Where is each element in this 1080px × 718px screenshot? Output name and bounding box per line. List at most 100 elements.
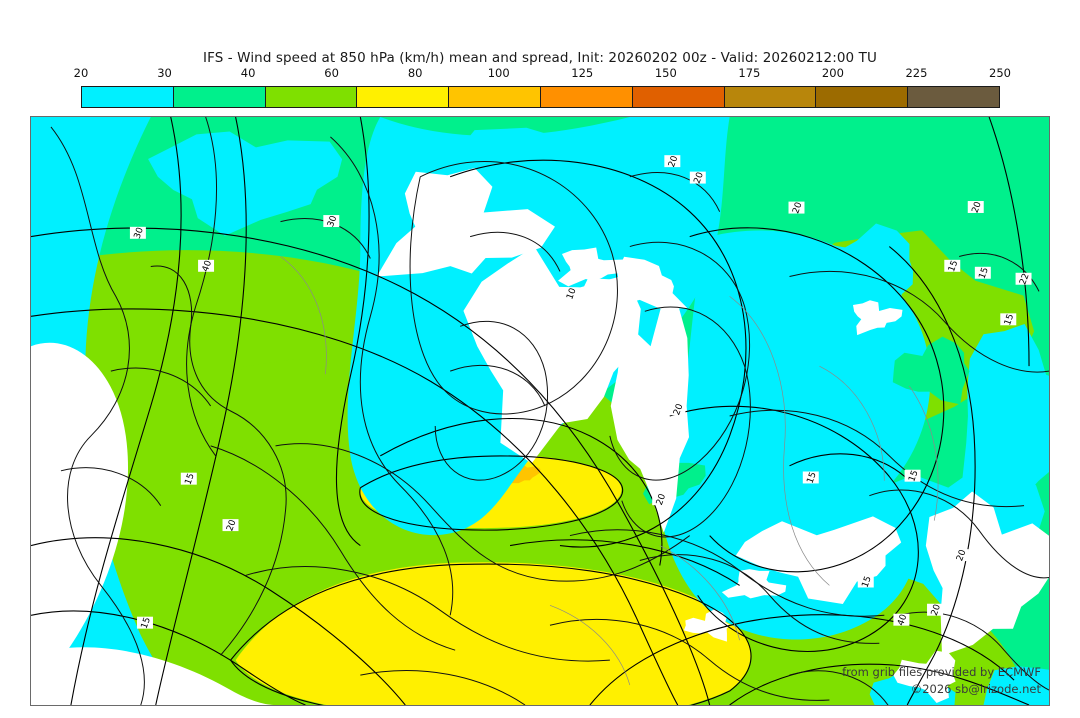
terrain-mask-east-range2 — [893, 650, 956, 704]
terrain-mask-east-range — [925, 491, 1049, 656]
coastline-20 — [110, 367, 212, 407]
colorbar-tick-250: 250 — [989, 66, 1011, 80]
contour-line-0 — [31, 227, 711, 705]
contour-label-30-2: 30 — [326, 214, 339, 228]
colorbar-tick-125: 125 — [571, 66, 594, 80]
colorbar-tick-150: 150 — [654, 66, 677, 80]
colorbar-segment-5 — [540, 87, 633, 107]
coastline-4 — [409, 160, 618, 415]
contour-label-bg-8 — [967, 201, 984, 213]
contour-line-8 — [669, 405, 919, 653]
colorbar-segment-2 — [265, 87, 358, 107]
contour-label-20-8: 20 — [970, 200, 983, 214]
contour-label-bg-13 — [180, 472, 197, 485]
coastline-25 — [789, 670, 889, 705]
colorbar-tick-175: 175 — [738, 66, 761, 80]
contour-label-bg-15 — [802, 471, 819, 484]
contour-label-bg-16 — [669, 403, 686, 416]
field-below-20-sw — [31, 342, 129, 705]
colorbar-gradient — [81, 86, 1000, 108]
colorbar-segment-7 — [724, 87, 817, 107]
field-green-island-2 — [892, 336, 970, 405]
contour-label-20-4: 20 — [693, 171, 706, 185]
coastline-7 — [621, 306, 751, 538]
admin-border-0 — [729, 296, 830, 586]
contour-label-bg-5 — [562, 287, 579, 300]
coastline-23 — [629, 172, 721, 212]
contour-label-40-1: 40 — [201, 259, 214, 273]
contour-line-17 — [509, 539, 740, 586]
contour-label-bg-14 — [652, 493, 669, 506]
contour-label-15-15: 15 — [806, 471, 819, 485]
admin-border-2 — [659, 545, 740, 641]
colorbar-segment-8 — [816, 87, 909, 107]
terrain-mask-svalbard — [584, 256, 688, 310]
contour-label-20-18: 20 — [955, 548, 968, 562]
contour-label-bg-4 — [689, 171, 706, 184]
admin-border-4 — [280, 256, 327, 375]
coastline-21 — [60, 467, 162, 506]
contour-labels: 30 40 30 20 20 10 15 20 20 15 22 15 20 15 20 15 20 15 20 20… — [129, 154, 1032, 630]
map-canvas: 30 40 30 20 20 10 15 20 20 15 22 15 20 15 20 15 20 15 20 20… — [31, 117, 1049, 705]
contour-label-bg-9 — [944, 259, 961, 272]
page-title: IFS - Wind speed at 850 hPa (km/h) mean … — [203, 50, 877, 66]
contour-label-40-21: 40 — [896, 613, 909, 627]
contour-label-20-19: 20 — [930, 603, 943, 617]
admin-border-3 — [908, 385, 939, 521]
colorbar-tick-80: 80 — [407, 66, 423, 80]
contour-line-10 — [988, 117, 1030, 367]
coastline-11 — [450, 364, 546, 407]
terrain-mask-islands — [558, 247, 630, 287]
contour-line-1 — [31, 308, 679, 705]
contour-label-15-11: 15 — [1003, 313, 1016, 327]
contour-label-bg-18 — [952, 549, 969, 562]
colorbar-segment-0 — [82, 87, 174, 107]
contour-line-12 — [31, 610, 306, 705]
contour-label-bg-19 — [927, 603, 944, 616]
contour-label-15-20: 15 — [861, 575, 874, 589]
field-below-20-south — [31, 647, 281, 705]
contour-line-5 — [380, 418, 663, 566]
coastline-8 — [275, 443, 691, 582]
weather-map[interactable]: 30 40 30 20 20 10 15 20 20 15 22 15 20 15 20 15 20 15 20 20… — [30, 116, 1050, 706]
coastline-0 — [50, 126, 145, 705]
contour-label-bg-1 — [198, 259, 215, 272]
coastline-6 — [609, 241, 751, 481]
coastline-14 — [729, 409, 1025, 508]
coastline-15 — [789, 271, 1049, 373]
colorbar-tick-225: 225 — [905, 66, 928, 80]
coastline-19 — [360, 670, 526, 705]
contour-label-15-22: 15 — [140, 616, 153, 630]
colorbar-tick-20: 20 — [73, 66, 89, 80]
coastline-1 — [150, 265, 287, 656]
coastline-18 — [549, 619, 830, 701]
colorbar-segment-9 — [908, 87, 999, 107]
coastline-5 — [434, 320, 549, 481]
admin-border-5 — [549, 605, 631, 686]
contour-line-18 — [789, 453, 910, 482]
contour-label-30-0: 30 — [133, 226, 146, 240]
terrain-mask-alps — [735, 516, 902, 605]
colorbar-tick-40: 40 — [240, 66, 256, 80]
contour-line-13 — [230, 563, 752, 705]
coastline-10 — [245, 566, 610, 662]
contour-line-4 — [335, 117, 370, 546]
contour-label-bg-12 — [222, 519, 239, 532]
colorbar-tick-100: 100 — [487, 66, 510, 80]
admin-border-1 — [819, 365, 885, 481]
admin-borders — [280, 256, 939, 686]
colorbar-segment-1 — [173, 87, 266, 107]
coastline-2 — [186, 117, 218, 457]
field-10-20-ne-patch — [803, 223, 914, 320]
contour-label-20-7: 20 — [791, 201, 804, 215]
contour-label-20-16: 20 — [672, 402, 685, 416]
contour-label-bg-0 — [129, 226, 146, 239]
colorbar-legend: 20 30 40 60 80 100 125 150 175 200 225 250 — [74, 66, 1011, 110]
contour-label-bg-20 — [857, 575, 874, 588]
contour-line-2 — [70, 117, 182, 705]
colorbar-segment-3 — [357, 87, 450, 107]
field-10-20-far-east2 — [961, 323, 1049, 498]
terrain-mask-small-3 — [852, 300, 903, 336]
contour-label-15-6: 15 — [978, 266, 991, 280]
contour-label-22-10: 22 — [1018, 272, 1031, 286]
